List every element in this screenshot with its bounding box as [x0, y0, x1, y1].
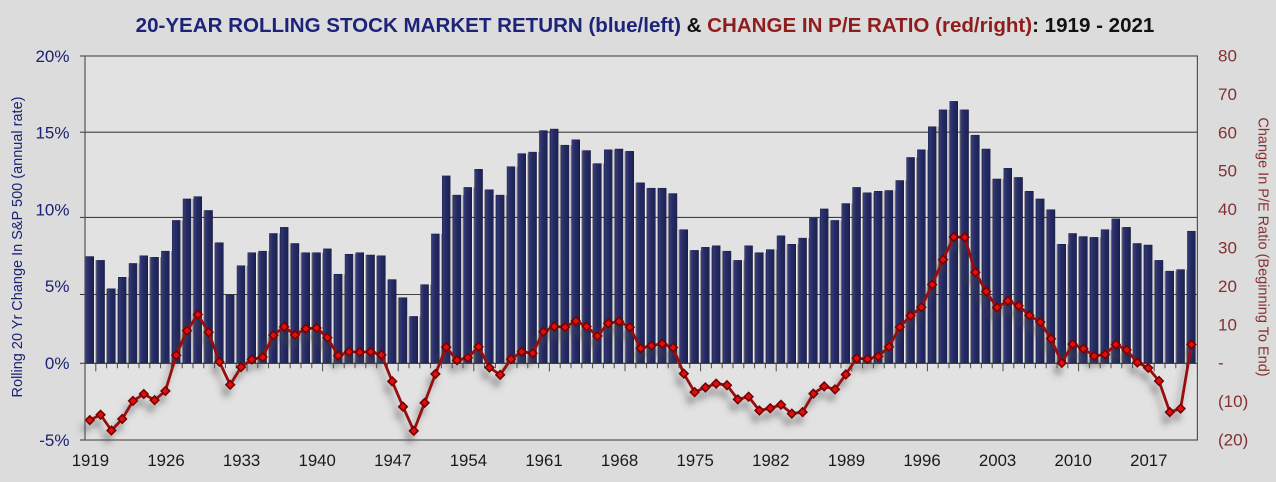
svg-text:20%: 20% — [35, 47, 69, 66]
svg-text:2017: 2017 — [1130, 451, 1167, 470]
svg-text:15%: 15% — [35, 124, 69, 143]
svg-text:20: 20 — [1218, 277, 1237, 296]
svg-text:1996: 1996 — [903, 451, 940, 470]
svg-text:1919: 1919 — [72, 451, 109, 470]
svg-text:1933: 1933 — [223, 451, 260, 470]
svg-text:-5%: -5% — [39, 431, 69, 450]
svg-text:(20): (20) — [1218, 431, 1248, 450]
svg-text:1926: 1926 — [147, 451, 184, 470]
svg-text:0%: 0% — [45, 354, 70, 373]
svg-text:2003: 2003 — [979, 451, 1016, 470]
svg-text:10: 10 — [1218, 315, 1237, 334]
svg-text:1947: 1947 — [374, 451, 411, 470]
svg-text:-: - — [1218, 354, 1224, 373]
svg-text:30: 30 — [1218, 239, 1237, 258]
svg-text:1954: 1954 — [450, 451, 487, 470]
svg-text:Change In P/E Ratio (Beginning: Change In P/E Ratio (Beginning To End) — [1255, 117, 1271, 376]
svg-text:60: 60 — [1218, 123, 1237, 142]
svg-text:5%: 5% — [45, 277, 70, 296]
svg-text:1940: 1940 — [299, 451, 336, 470]
svg-text:40: 40 — [1218, 200, 1237, 219]
svg-text:1968: 1968 — [601, 451, 638, 470]
svg-text:2010: 2010 — [1055, 451, 1092, 470]
svg-text:1975: 1975 — [677, 451, 714, 470]
svg-text:1961: 1961 — [525, 451, 562, 470]
svg-text:70: 70 — [1218, 85, 1237, 104]
svg-text:50: 50 — [1218, 162, 1237, 181]
svg-text:80: 80 — [1218, 47, 1237, 66]
svg-text:1982: 1982 — [752, 451, 789, 470]
svg-text:(10): (10) — [1218, 392, 1248, 411]
svg-text:1989: 1989 — [828, 451, 865, 470]
svg-text:Rolling 20 Yr Change In S&P 50: Rolling 20 Yr Change In S&P 500 (annual … — [10, 97, 26, 398]
svg-text:10%: 10% — [35, 200, 69, 219]
